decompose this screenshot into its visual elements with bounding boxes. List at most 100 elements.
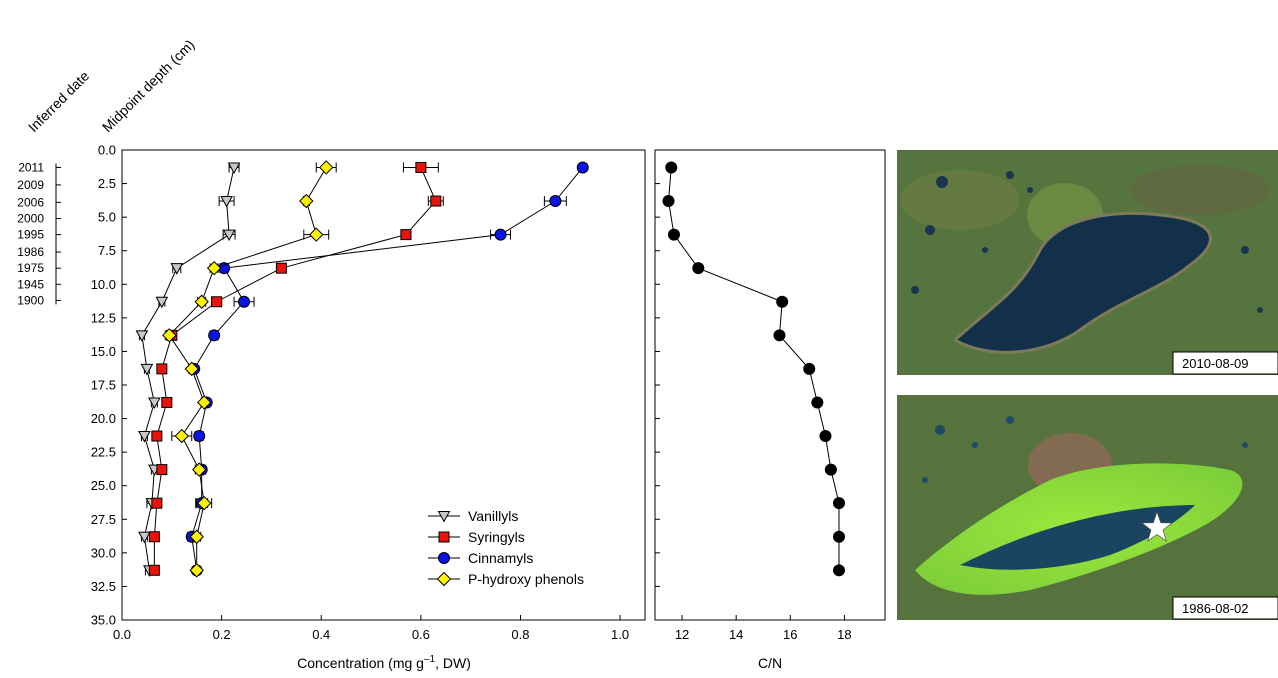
depth-tick-label: 30.0 xyxy=(91,545,116,560)
depth-tick-label: 10.0 xyxy=(91,277,116,292)
depth-tick-label: 25.0 xyxy=(91,478,116,493)
image-date-box-1986 xyxy=(1172,596,1278,620)
date-tick-label: 2011 xyxy=(18,160,44,174)
cn-plot-frame xyxy=(654,149,886,621)
data-point xyxy=(299,193,314,209)
legend-label: Syringyls xyxy=(468,529,525,545)
date-tick-label: 1900 xyxy=(17,293,44,307)
cn-x-ticks: 12 14 16 18 xyxy=(675,615,852,642)
legend-item: Cinnamyls xyxy=(428,550,533,566)
data-point xyxy=(220,196,233,208)
data-point xyxy=(194,294,209,309)
data-point xyxy=(309,227,324,242)
data-point xyxy=(191,462,207,477)
cn-tick-label: 18 xyxy=(837,627,851,642)
legend-label: P-hydroxy phenols xyxy=(468,571,584,587)
data-point xyxy=(196,495,212,511)
data-point xyxy=(193,430,206,443)
concentration-tick-label: 0.8 xyxy=(511,627,529,642)
data-point xyxy=(415,161,427,173)
concentration-tick-label: 0.0 xyxy=(113,627,131,642)
data-point xyxy=(138,431,151,443)
data-point xyxy=(196,395,212,410)
depth-y-ticks: 0.0 2.5 5.0 7.5 10.0 12.5 15.0 17.5 20.0 22.5 25.0… xyxy=(91,143,127,628)
concentration-tick-label: 0.2 xyxy=(213,627,231,642)
data-point xyxy=(833,497,845,510)
data-point xyxy=(819,430,832,443)
data-point xyxy=(692,262,705,275)
depth-tick-label: 32.5 xyxy=(91,579,116,594)
data-point xyxy=(275,262,287,274)
data-point xyxy=(803,362,816,375)
series-cinnamyls xyxy=(185,161,589,577)
image-date-box-2010 xyxy=(1172,351,1278,375)
date-tick-label: 2006 xyxy=(17,195,44,209)
concentration-panel: 0.0 0.2 0.4 0.6 0.8 1.0 0.0 2.5 5.0 7.5 10.0 12.5 1… xyxy=(17,143,646,671)
satellite-image-1986: 1986-08-02 xyxy=(897,395,1278,620)
data-point xyxy=(549,195,562,208)
concentration-series xyxy=(135,160,589,578)
legend: Vanillyls Syringyls Cinnamyls P-hydroxy phe… xyxy=(428,508,584,587)
data-point xyxy=(170,263,184,275)
data-point xyxy=(189,529,204,544)
concentration-tick-label: 0.4 xyxy=(312,627,330,642)
legend-item: Syringyls xyxy=(428,529,525,545)
series-p-hydroxy-phenols xyxy=(162,160,337,578)
concentration-tick-label: 1.0 xyxy=(611,627,629,642)
cn-y-ticks xyxy=(655,149,660,621)
concentration-x-ticks: 0.0 0.2 0.4 0.6 0.8 1.0 xyxy=(113,615,629,642)
date-tick-label: 2009 xyxy=(17,178,44,192)
data-point xyxy=(667,228,680,241)
image-date-2010: 2010-08-09 xyxy=(1182,356,1249,371)
data-point xyxy=(824,463,837,476)
data-point xyxy=(833,564,845,577)
date-tick-label: 1945 xyxy=(17,277,44,291)
depth-tick-label: 12.5 xyxy=(91,310,116,325)
data-point xyxy=(227,162,241,174)
data-point xyxy=(208,329,221,342)
legend-item: P-hydroxy phenols xyxy=(428,571,584,587)
legend-label: Cinnamyls xyxy=(468,550,533,566)
data-point xyxy=(140,363,154,376)
data-point xyxy=(151,497,163,509)
data-point xyxy=(319,160,334,175)
data-point xyxy=(211,296,223,308)
data-point xyxy=(430,195,442,207)
data-point xyxy=(174,428,189,444)
cn-x-axis-title: C/N xyxy=(758,655,782,671)
data-point xyxy=(148,564,160,576)
data-point xyxy=(161,396,173,408)
cn-tick-label: 14 xyxy=(729,627,743,642)
data-point xyxy=(400,229,412,241)
data-point xyxy=(238,295,251,308)
data-point xyxy=(437,511,451,523)
series-line xyxy=(191,167,584,571)
data-point xyxy=(662,195,675,208)
data-point xyxy=(156,363,168,375)
depth-tick-label: 15.0 xyxy=(91,344,116,359)
data-point xyxy=(184,361,199,377)
cn-series xyxy=(662,161,845,577)
data-point xyxy=(155,296,169,309)
data-point xyxy=(156,464,168,476)
depth-tick-label: 22.5 xyxy=(91,445,116,460)
data-point xyxy=(162,328,177,343)
data-point xyxy=(773,329,786,342)
depth-axis-title: Midpoint depth (cm) xyxy=(99,36,198,135)
depth-tick-label: 17.5 xyxy=(91,378,116,393)
data-point xyxy=(148,531,160,543)
data-point xyxy=(494,228,507,241)
concentration-tick-label: 0.6 xyxy=(412,627,430,642)
date-tick-label: 1995 xyxy=(17,228,44,242)
data-point xyxy=(138,531,151,544)
data-point xyxy=(189,563,204,578)
concentration-x-axis-title: Concentration (mg g–1, DW) xyxy=(297,654,471,671)
satellite-image-2010: 2010-08-09 xyxy=(897,150,1278,375)
data-point xyxy=(222,229,236,242)
cn-panel: 12 14 16 18 C/N xyxy=(654,149,886,671)
depth-tick-label: 35.0 xyxy=(91,613,116,628)
cn-tick-label: 16 xyxy=(783,627,797,642)
data-point xyxy=(151,430,163,442)
inferred-date-label: Inferred date xyxy=(25,68,93,136)
